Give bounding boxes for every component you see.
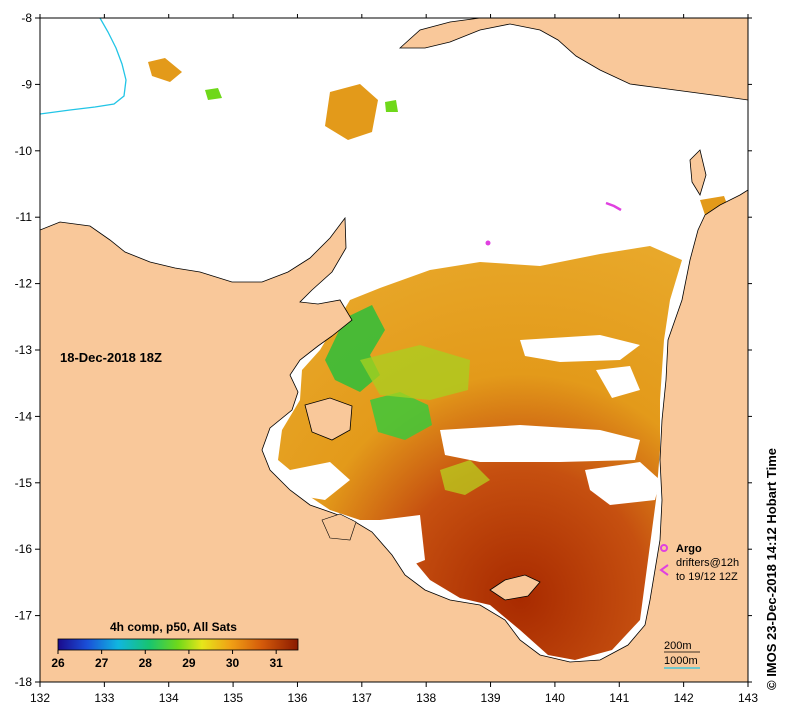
lat-tick-label: -11 [16,210,33,224]
lat-tick-label: -17 [15,609,33,623]
lat-tick-label: -18 [15,675,33,689]
lon-tick-label: 139 [481,691,501,705]
contour-1000m [40,18,127,115]
sst-cool-region-south [440,460,490,495]
lon-tick-label: 143 [738,691,758,705]
island-wellesley [321,513,357,541]
cloud-gap-5 [596,366,640,398]
colorbar-tick-label: 31 [270,656,284,670]
cloud-gap-6 [290,462,350,500]
colorbar-title: 4h comp, p50, All Sats [110,620,237,634]
sst-patch-north-4 [385,100,398,112]
lon-tick-label: 136 [287,691,307,705]
colorbar-tick-label: 27 [95,656,109,670]
drifter-legend-icon [659,564,669,576]
colorbar-tick-label: 26 [51,656,65,670]
colorbar-ticks: 26 27 28 29 30 31 [51,650,283,670]
colorbar-tick-label: 30 [226,656,240,670]
land-arnhem [40,189,748,682]
land-cape-york-north [689,149,707,196]
lon-tick-label: 132 [30,691,50,705]
lat-tick-label: -15 [15,476,33,490]
contour-200m-label: 200m [664,640,692,652]
colorbar [57,638,299,651]
sst-cool-region-central [370,392,432,440]
argo-float [485,240,491,246]
lon-tick-label: 134 [159,691,179,705]
latitude-axis: -8 -9 -10 -11 -12 -13 -14 -15 -16 -17 -18 [15,11,752,689]
drifter-track [605,201,622,212]
lon-tick-label: 142 [674,691,694,705]
argo-legend-icon [660,544,668,552]
argo-legend-label: Argo [676,543,702,555]
lon-tick-label: 138 [416,691,436,705]
sst-patch-north-1 [325,84,378,140]
drifters-range-label: to 19/12 12Z [676,571,738,583]
island-mornington [489,574,541,601]
colorbar-tick-label: 29 [182,656,196,670]
lat-tick-label: -16 [15,542,33,556]
lon-tick-label: 137 [352,691,372,705]
sst-patch-north-3 [205,88,222,100]
sst-patch-north-2 [148,58,182,82]
credit-text: © IMOS 23-Dec-2018 14:12 Hobart Time [764,448,779,690]
lon-tick-label: 133 [94,691,114,705]
lon-tick-label: 140 [545,691,565,705]
contour-1000m-label: 1000m [664,655,698,667]
drifters-legend-label: drifters@12h [676,557,739,569]
lat-tick-label: -14 [15,409,33,423]
lat-tick-label: -9 [21,77,32,91]
lon-tick-label: 141 [609,691,629,705]
land-new-guinea [398,18,748,101]
cloud-gap-1 [440,425,640,462]
sst-mild-region [360,345,470,400]
lat-tick-label: -12 [15,277,33,291]
lon-tick-label: 135 [223,691,243,705]
island-groote [304,397,353,441]
lat-tick-label: -13 [15,343,33,357]
longitude-axis: 132 133 134 135 136 137 138 139 140 141 142 143 [30,14,758,705]
cloud-gap-3 [585,462,660,505]
date-label: 18-Dec-2018 18Z [60,350,162,365]
cloud-gap-2 [520,335,640,362]
lat-tick-label: -8 [21,11,32,25]
colorbar-tick-label: 28 [139,656,153,670]
lat-tick-label: -10 [15,144,33,158]
